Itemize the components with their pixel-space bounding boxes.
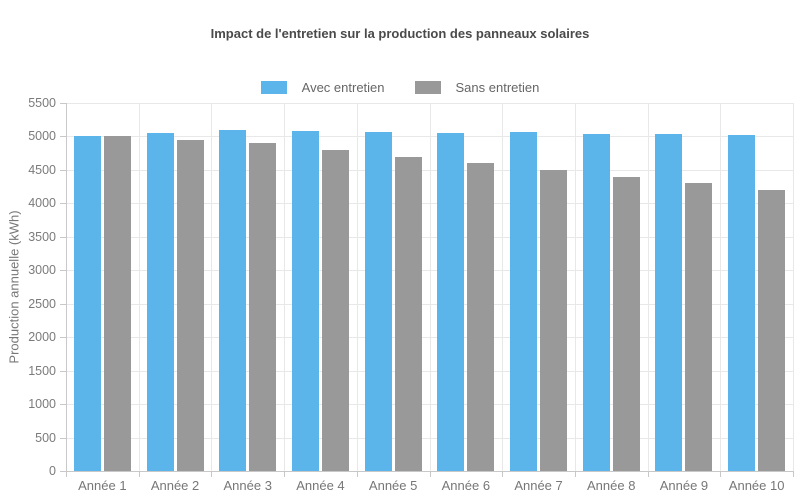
bar-sans-entretien-10[interactable] — [758, 189, 786, 471]
x-tick-label: Année 7 — [514, 478, 563, 493]
y-tick-label: 4500 — [28, 162, 56, 177]
v-gridline — [138, 103, 140, 471]
x-tick-label: Année 4 — [296, 478, 345, 493]
y-tick-mark — [60, 404, 66, 406]
bar-sans-entretien-8[interactable] — [612, 176, 640, 471]
y-tick-label: 1500 — [28, 363, 56, 378]
x-tick-label: Année 2 — [150, 478, 200, 493]
x-tick-mark — [284, 471, 286, 477]
v-gridline — [284, 103, 286, 471]
y-tick-mark — [60, 103, 66, 104]
x-tick-mark — [502, 471, 504, 477]
bar-sans-entretien-9[interactable] — [685, 183, 713, 471]
bar-avec-entretien-1[interactable] — [73, 136, 101, 471]
x-tick-mark — [574, 471, 576, 477]
y-tick-mark — [60, 136, 66, 138]
legend-item-avec-entretien[interactable]: Avec entretien — [260, 80, 385, 95]
x-tick-mark — [647, 471, 649, 477]
bar-avec-entretien-7[interactable] — [510, 132, 538, 471]
y-tick-label: 1000 — [28, 397, 56, 412]
x-tick-mark — [138, 471, 140, 477]
x-tick-mark — [793, 471, 794, 477]
plot-area — [66, 103, 794, 471]
y-tick-label: 2500 — [28, 296, 56, 311]
y-tick-mark — [60, 203, 66, 205]
x-tick-label: Année 6 — [441, 478, 491, 493]
y-tick-label: 5000 — [28, 129, 56, 144]
y-tick-mark — [60, 303, 66, 305]
y-tick-label: 3500 — [28, 229, 56, 244]
v-gridline — [647, 103, 649, 471]
v-gridline — [211, 103, 213, 471]
bar-sans-entretien-7[interactable] — [540, 169, 568, 471]
x-tick-label: Année 9 — [659, 478, 709, 493]
v-gridline — [502, 103, 504, 471]
x-tick-label: Année 1 — [78, 478, 127, 493]
x-tick-label: Année 10 — [728, 478, 785, 493]
v-gridline — [429, 103, 431, 471]
bar-avec-entretien-8[interactable] — [582, 133, 610, 471]
x-tick-label: Année 5 — [368, 478, 418, 493]
bar-avec-entretien-6[interactable] — [437, 133, 465, 471]
x-tick-mark — [429, 471, 431, 477]
y-tick-label: 500 — [35, 430, 56, 445]
x-tick-label: Année 3 — [223, 478, 272, 493]
y-tick-label: 2000 — [28, 330, 56, 345]
bar-sans-entretien-4[interactable] — [321, 149, 349, 471]
x-tick-mark — [211, 471, 213, 477]
legend: Avec entretien Sans entretien — [0, 80, 800, 95]
v-gridline — [356, 103, 358, 471]
bar-sans-entretien-5[interactable] — [394, 156, 422, 471]
v-gridline — [793, 103, 794, 471]
y-tick-mark — [60, 270, 66, 272]
y-tick-mark — [60, 471, 66, 472]
bar-sans-entretien-2[interactable] — [176, 139, 204, 471]
y-tick-mark — [60, 236, 66, 238]
legend-swatch-avec-entretien — [260, 81, 287, 94]
y-tick-mark — [60, 169, 66, 171]
y-tick-label: 4000 — [28, 196, 56, 211]
bar-avec-entretien-2[interactable] — [146, 133, 174, 471]
legend-swatch-sans-entretien — [414, 81, 441, 94]
y-tick-mark — [60, 437, 66, 439]
bar-avec-entretien-4[interactable] — [291, 131, 319, 471]
bar-sans-entretien-3[interactable] — [249, 143, 277, 471]
legend-label: Avec entretien — [301, 80, 385, 95]
bar-avec-entretien-10[interactable] — [728, 135, 756, 471]
bar-avec-entretien-3[interactable] — [219, 129, 247, 471]
bar-avec-entretien-5[interactable] — [364, 131, 392, 471]
y-tick-label: 0 — [49, 464, 56, 478]
bar-sans-entretien-1[interactable] — [103, 136, 131, 471]
bar-sans-entretien-6[interactable] — [467, 163, 495, 471]
y-tick-mark — [60, 370, 66, 372]
v-gridline — [720, 103, 722, 471]
y-tick-mark — [60, 337, 66, 339]
y-tick-label: 3000 — [28, 263, 56, 278]
legend-item-sans-entretien[interactable]: Sans entretien — [414, 80, 540, 95]
bar-avec-entretien-9[interactable] — [655, 134, 683, 471]
y-tick-label: 5500 — [28, 96, 56, 110]
chart-title: Impact de l'entretien sur la production … — [210, 26, 590, 41]
x-tick-mark — [356, 471, 358, 477]
x-tick-mark — [720, 471, 722, 477]
v-gridline — [574, 103, 576, 471]
x-tick-mark — [66, 471, 67, 477]
x-tick-label: Année 8 — [587, 478, 636, 493]
legend-label: Sans entretien — [455, 80, 540, 95]
y-axis-line — [66, 103, 67, 472]
